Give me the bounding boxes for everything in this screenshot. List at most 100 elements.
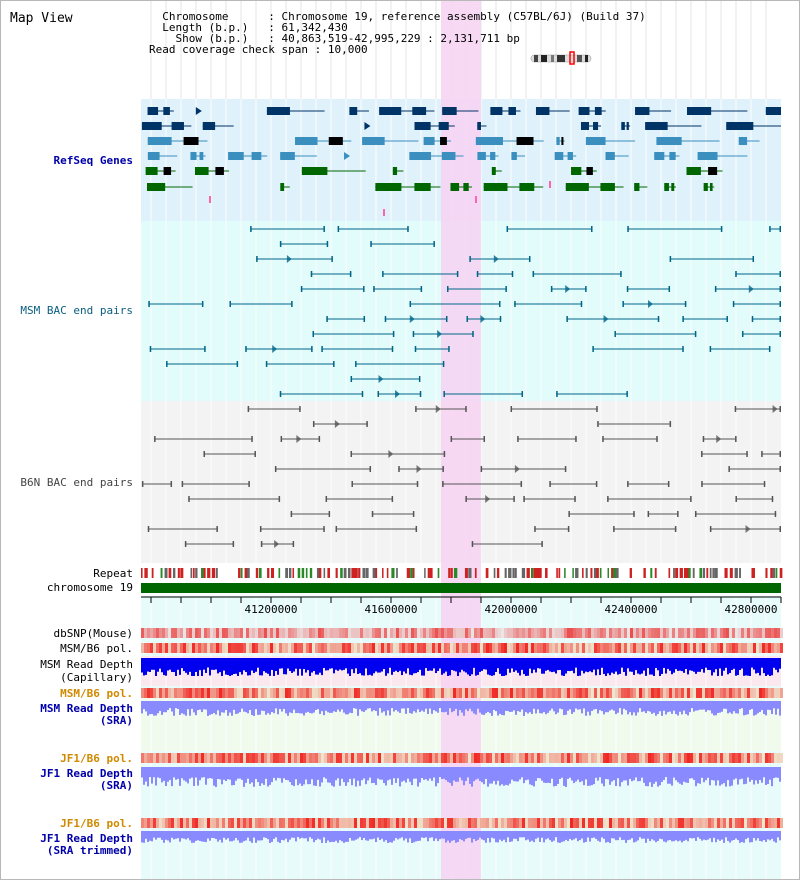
- track-label-msm-bac-end-pairs[interactable]: MSM BAC end pairs: [20, 304, 133, 317]
- msm-sra-depth-bar: [319, 701, 321, 714]
- jf1-pol-cell: [225, 818, 228, 828]
- jf1-trimmed-depth-bar: [245, 831, 247, 841]
- msm-sra-depth-bar: [771, 701, 773, 715]
- jf1-pol-cell: [588, 753, 591, 763]
- jf1-trimmed-depth-bar: [435, 831, 437, 839]
- jf1-trimmed-depth-bar: [407, 831, 409, 843]
- jf1-pol-cell: [321, 818, 324, 828]
- msm-capillary-depth-bar: [647, 658, 649, 669]
- b6n-bac-pair-end: [299, 406, 301, 412]
- jf1-pol-cell: [315, 818, 318, 828]
- msm-capillary-depth-bar: [351, 658, 353, 670]
- dbsnp-cell: [630, 628, 633, 638]
- jf1-sra-depth-bar: [771, 767, 773, 787]
- jf1-sra-depth-bar: [357, 767, 359, 781]
- jf1-pol-cell: [510, 818, 513, 828]
- jf1-pol-cell: [366, 818, 369, 828]
- msm-sra-depth-bar: [225, 701, 227, 711]
- gene-marker: [383, 209, 385, 216]
- msm-pol-cell: [411, 643, 414, 653]
- jf1-pol-cell: [354, 818, 357, 828]
- dbsnp-cell: [723, 628, 726, 638]
- msm-bac-pair-end: [779, 226, 781, 232]
- msm-pol-cell: [318, 643, 321, 653]
- msm-capillary-depth-bar: [763, 658, 765, 674]
- msm-capillary-depth-bar: [597, 658, 599, 670]
- msm-pol-cell: [654, 643, 657, 653]
- msm-bac-pair-end: [498, 301, 501, 307]
- chromosome-bar: [141, 583, 781, 593]
- dbsnp-cell: [183, 628, 186, 638]
- jf1-trimmed-depth-bar: [153, 831, 155, 838]
- dbsnp-cell: [666, 628, 669, 638]
- jf1-trimmed-depth-bar: [279, 831, 281, 843]
- jf1-pol-cell: [414, 818, 417, 828]
- jf1-trimmed-depth-bar: [161, 831, 163, 840]
- msm-pol-cell: [186, 688, 189, 698]
- msm-capillary-depth-bar: [719, 658, 721, 669]
- msm-pol-cell: [756, 688, 759, 698]
- msm-sra-depth-bar: [495, 701, 497, 712]
- jf1-trimmed-depth-bar: [549, 831, 551, 841]
- msm-bac-pair-end: [321, 346, 323, 352]
- b6n-bac-pair-end: [694, 511, 697, 517]
- track-features[interactable]: [141, 51, 783, 843]
- track-label-refseq-genes[interactable]: RefSeq Genes: [53, 154, 133, 167]
- jf1-trimmed-depth-bar: [593, 831, 595, 838]
- dbsnp-cell: [711, 628, 714, 638]
- msm-capillary-depth-bar: [523, 658, 525, 675]
- msm-pol-cell: [348, 688, 351, 698]
- jf1-pol-cell: [657, 753, 660, 763]
- track-label-b6n-bac-end-pairs[interactable]: B6N BAC end pairs: [20, 476, 133, 489]
- jf1-pol-cell: [453, 818, 456, 828]
- jf1-trimmed-depth-bar: [713, 831, 715, 838]
- jf1-sra-depth-bar: [559, 767, 561, 780]
- msm-capillary-depth-bar: [651, 658, 653, 675]
- jf1-sra-depth-bar: [303, 767, 305, 785]
- msm-bac-pair-end: [201, 301, 204, 307]
- gene-exon: [146, 183, 166, 191]
- msm-capillary-depth-bar: [567, 658, 569, 672]
- dbsnp-cell: [264, 628, 267, 638]
- msm-pol-cell: [375, 688, 378, 698]
- msm-sra-depth-bar: [175, 701, 177, 709]
- msm-pol-cell: [774, 643, 777, 653]
- msm-pol-cell: [699, 643, 702, 653]
- msm-pol-cell: [279, 688, 282, 698]
- msm-capillary-depth-bar: [425, 658, 427, 669]
- jf1-trimmed-depth-bar: [341, 831, 343, 842]
- jf1-pol-cell: [468, 818, 471, 828]
- msm-sra-depth-bar: [519, 701, 521, 712]
- msm-pol-cell: [630, 688, 633, 698]
- jf1-sra-depth-bar: [257, 767, 259, 783]
- jf1-trimmed-depth-bar: [717, 831, 719, 840]
- jf1-pol-cell: [669, 818, 672, 828]
- msm-sra-depth-bar: [643, 701, 645, 712]
- msm-capillary-depth-bar: [715, 658, 717, 670]
- jf1-sra-depth-bar: [143, 767, 145, 785]
- jf1-pol-cell: [618, 753, 621, 763]
- msm-bac-pair-end: [627, 226, 629, 232]
- msm-capillary-depth-bar: [687, 658, 689, 675]
- b6n-bac-pair-end: [734, 406, 737, 412]
- msm-pol-cell: [693, 643, 696, 653]
- jf1-sra-depth-bar: [511, 767, 513, 780]
- msm-pol-cell: [702, 643, 705, 653]
- b6n-bac-pair-end: [520, 481, 523, 487]
- repeat-element: [316, 568, 320, 578]
- msm-sra-depth-bar: [567, 701, 569, 711]
- gene-exon: [301, 167, 328, 175]
- msm-bac-pair-end: [657, 316, 660, 322]
- dbsnp-cell: [201, 628, 204, 638]
- msm-pol-cell: [513, 643, 516, 653]
- gene-exon: [738, 137, 748, 145]
- msm-sra-depth-bar: [515, 701, 517, 715]
- jf1-trimmed-depth-bar: [757, 831, 759, 839]
- msm-pol-cell: [729, 643, 732, 653]
- msm-sra-depth-bar: [489, 701, 491, 714]
- jf1-trimmed-depth-bar: [217, 831, 219, 842]
- repeat-element: [190, 568, 193, 578]
- msm-capillary-depth-bar: [191, 658, 193, 676]
- selected-region-highlight[interactable]: [441, 1, 481, 880]
- repeat-element: [372, 568, 376, 578]
